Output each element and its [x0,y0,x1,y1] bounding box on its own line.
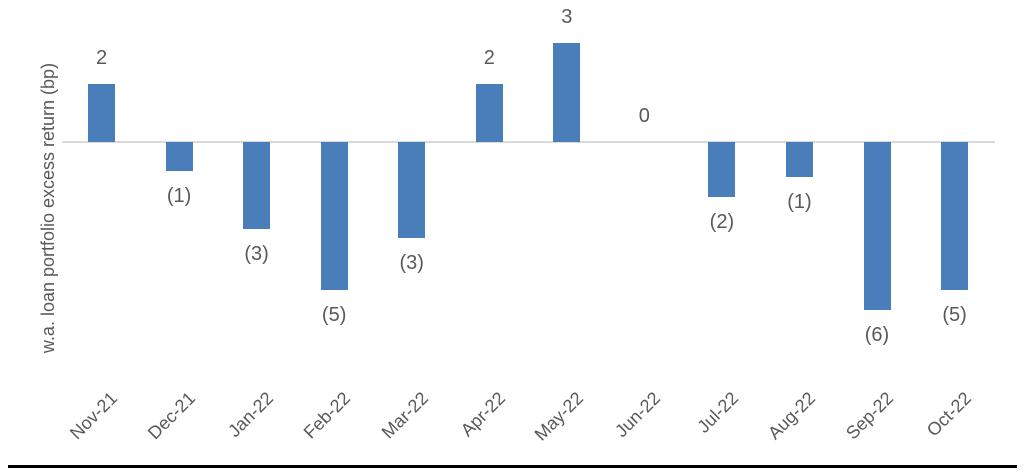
x-axis-tick-label: Aug-22 [764,388,820,444]
y-axis-title: w.a. loan portfolio excess return (bp) [38,62,58,354]
x-axis-tick-label: Apr-22 [457,388,510,441]
x-axis-tick-label: Mar-22 [377,388,432,443]
bar [243,142,271,229]
x-axis-tick-label: Jun-22 [611,388,665,442]
data-label: (2) [709,211,735,234]
x-axis-tick-label: Nov-21 [66,388,122,444]
x-axis-tick-label: Sep-22 [841,388,898,444]
data-label: 2 [95,47,108,69]
data-label: (6) [864,324,890,347]
bar [785,142,813,177]
x-axis-tick-label: May-22 [530,388,587,445]
bar [398,142,426,238]
data-label: (5) [942,303,967,326]
zero-axis-line [62,141,995,143]
data-label: 0 [638,105,650,127]
x-axis-tick-label: Jul-22 [693,388,743,437]
x-axis-tick-label: Jan-22 [223,388,277,442]
x-axis-tick-label: Feb-22 [299,388,355,443]
bar [320,142,348,290]
x-axis-tick-label: Oct-22 [922,388,975,441]
bar [88,84,115,142]
data-label: 2 [483,47,495,69]
bottom-border-rule [8,465,1017,468]
bar [941,142,969,290]
data-label: 3 [561,6,573,29]
data-label: (3) [244,243,269,265]
bar [708,142,736,198]
data-label: (1) [787,190,812,213]
x-axis-tick-label: Dec-21 [144,388,200,444]
bar [863,142,891,311]
bar [475,84,503,142]
bar [165,142,193,171]
bar [553,43,581,142]
data-label: (3) [399,251,424,274]
data-label: (1) [166,185,192,207]
data-label: (5) [321,303,347,326]
